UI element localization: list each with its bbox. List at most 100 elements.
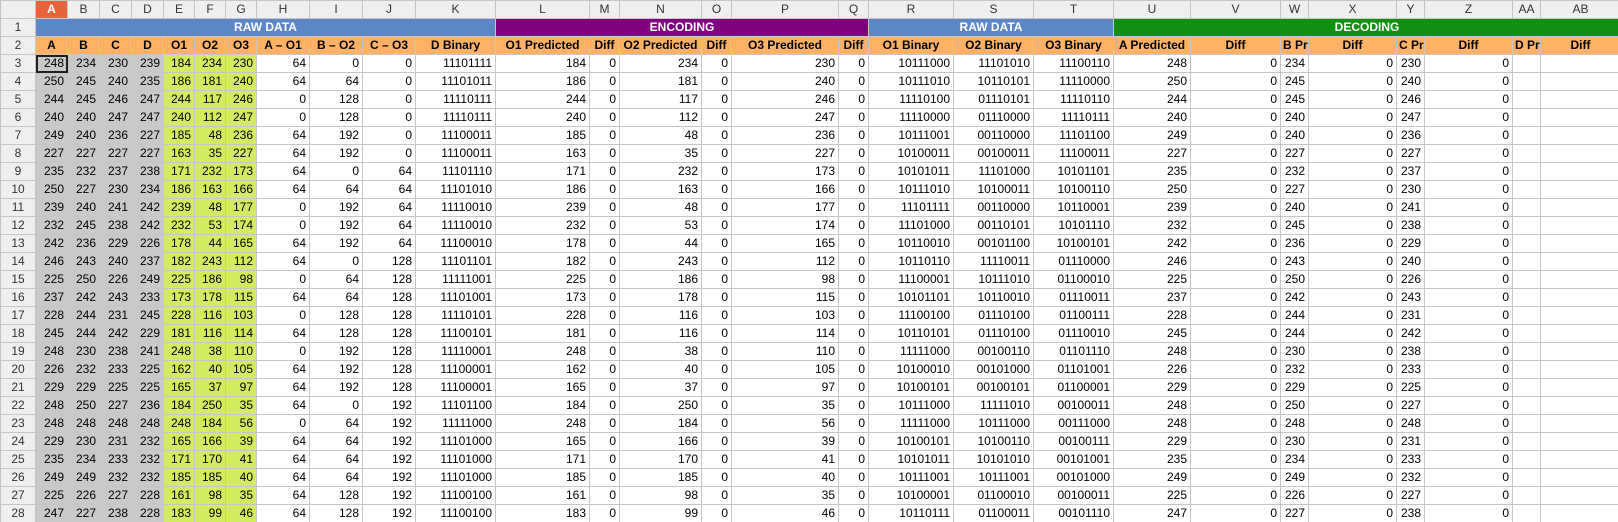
data-cell[interactable]: 0	[1424, 504, 1513, 522]
data-cell[interactable]: 174	[731, 216, 839, 235]
data-cell[interactable]: 178	[619, 288, 702, 307]
data-cell[interactable]: 165	[163, 378, 195, 397]
data-cell[interactable]: 0	[1424, 342, 1513, 361]
data-cell[interactable]: 11101000	[415, 432, 496, 451]
data-cell[interactable]: 11110110	[1033, 90, 1114, 109]
data-cell[interactable]	[1512, 396, 1541, 415]
data-cell[interactable]: 0	[1424, 378, 1513, 397]
data-cell[interactable]: 0	[701, 306, 732, 325]
data-cell[interactable]: 248	[163, 414, 195, 433]
data-cell[interactable]: 232	[67, 360, 100, 379]
data-cell[interactable]: 0	[838, 216, 869, 235]
data-cell[interactable]: 0	[589, 324, 620, 343]
data-cell[interactable]: 128	[309, 324, 363, 343]
data-cell[interactable]: 225	[131, 360, 164, 379]
data-cell[interactable]: 227	[131, 144, 164, 163]
data-cell[interactable]: 0	[701, 108, 732, 127]
data-cell[interactable]: 10110111	[868, 504, 954, 522]
data-cell[interactable]: 116	[194, 306, 226, 325]
data-cell[interactable]: 11110000	[1033, 72, 1114, 91]
data-cell[interactable]: 64	[309, 288, 363, 307]
data-cell[interactable]: 183	[163, 504, 195, 522]
data-cell[interactable]: 173	[731, 162, 839, 181]
data-cell[interactable]: 0	[838, 432, 869, 451]
data-cell[interactable]: 128	[362, 324, 416, 343]
data-cell[interactable]: 245	[67, 72, 100, 91]
data-cell[interactable]: 128	[362, 270, 416, 289]
data-cell[interactable]: 0	[1190, 162, 1281, 181]
data-cell[interactable]: 112	[225, 252, 257, 271]
row-header[interactable]: 11	[0, 198, 36, 217]
data-cell[interactable]: 250	[194, 396, 226, 415]
data-cell[interactable]: 0	[1308, 378, 1397, 397]
data-cell[interactable]: 01100011	[953, 504, 1034, 522]
data-cell[interactable]: 0	[1190, 306, 1281, 325]
data-cell[interactable]: 232	[1280, 360, 1309, 379]
data-cell[interactable]	[1540, 360, 1618, 379]
data-cell[interactable]: 236	[99, 126, 132, 145]
column-header-u[interactable]: U	[1113, 0, 1191, 19]
data-cell[interactable]	[1512, 144, 1541, 163]
data-cell[interactable]: 0	[838, 396, 869, 415]
data-cell[interactable]: 184	[194, 414, 226, 433]
data-cell[interactable]	[1540, 504, 1618, 522]
data-cell[interactable]: 0	[701, 252, 732, 271]
header-cell[interactable]: B – O2	[309, 36, 363, 55]
data-cell[interactable]: 98	[194, 486, 226, 505]
data-cell[interactable]: 238	[99, 504, 132, 522]
data-cell[interactable]: 185	[163, 126, 195, 145]
data-cell[interactable]: 165	[163, 432, 195, 451]
data-cell[interactable]: 249	[35, 126, 68, 145]
data-cell[interactable]: 232	[67, 162, 100, 181]
data-cell[interactable]: 10111000	[868, 396, 954, 415]
data-cell[interactable]: 228	[131, 504, 164, 522]
data-cell[interactable]: 237	[99, 162, 132, 181]
data-cell[interactable]: 237	[131, 252, 164, 271]
data-cell[interactable]: 192	[309, 342, 363, 361]
row-header[interactable]: 26	[0, 468, 36, 487]
data-cell[interactable]: 11100010	[415, 234, 496, 253]
data-cell[interactable]: 0	[1190, 432, 1281, 451]
data-cell[interactable]: 0	[1424, 72, 1513, 91]
data-cell[interactable]: 0	[589, 396, 620, 415]
data-cell[interactable]: 0	[838, 54, 869, 73]
data-cell[interactable]: 242	[1280, 288, 1309, 307]
data-cell[interactable]: 00100011	[1033, 396, 1114, 415]
data-cell[interactable]: 233	[131, 288, 164, 307]
data-cell[interactable]: 238	[1396, 216, 1425, 235]
header-cell[interactable]: A	[35, 36, 68, 55]
data-cell[interactable]: 0	[1308, 216, 1397, 235]
data-cell[interactable]: 11110010	[415, 216, 496, 235]
data-cell[interactable]: 166	[731, 180, 839, 199]
data-cell[interactable]: 0	[701, 378, 732, 397]
data-cell[interactable]: 235	[1113, 450, 1191, 469]
data-cell[interactable]: 192	[362, 504, 416, 522]
data-cell[interactable]: 246	[35, 252, 68, 271]
data-cell[interactable]: 0	[1308, 468, 1397, 487]
data-cell[interactable]: 238	[99, 342, 132, 361]
data-cell[interactable]: 103	[225, 306, 257, 325]
data-cell[interactable]: 0	[1308, 414, 1397, 433]
data-cell[interactable]: 116	[194, 324, 226, 343]
data-cell[interactable]	[1512, 126, 1541, 145]
data-cell[interactable]: 0	[1190, 144, 1281, 163]
data-cell[interactable]: 0	[1308, 126, 1397, 145]
header-cell[interactable]: C – O3	[362, 36, 416, 55]
data-cell[interactable]: 38	[619, 342, 702, 361]
data-cell[interactable]	[1512, 180, 1541, 199]
data-cell[interactable]: 10111001	[868, 468, 954, 487]
data-cell[interactable]: 105	[731, 360, 839, 379]
data-cell[interactable]: 230	[67, 342, 100, 361]
data-cell[interactable]: 11101000	[868, 216, 954, 235]
data-cell[interactable]: 48	[619, 126, 702, 145]
data-cell[interactable]	[1540, 90, 1618, 109]
header-cell[interactable]: O1 Predicted	[495, 36, 590, 55]
data-cell[interactable]: 225	[1396, 378, 1425, 397]
data-cell[interactable]	[1512, 342, 1541, 361]
data-cell[interactable]: 192	[362, 450, 416, 469]
data-cell[interactable]: 184	[619, 414, 702, 433]
data-cell[interactable]: 64	[362, 216, 416, 235]
data-cell[interactable]: 226	[1113, 360, 1191, 379]
data-cell[interactable]: 0	[589, 54, 620, 73]
data-cell[interactable]: 0	[1424, 252, 1513, 271]
